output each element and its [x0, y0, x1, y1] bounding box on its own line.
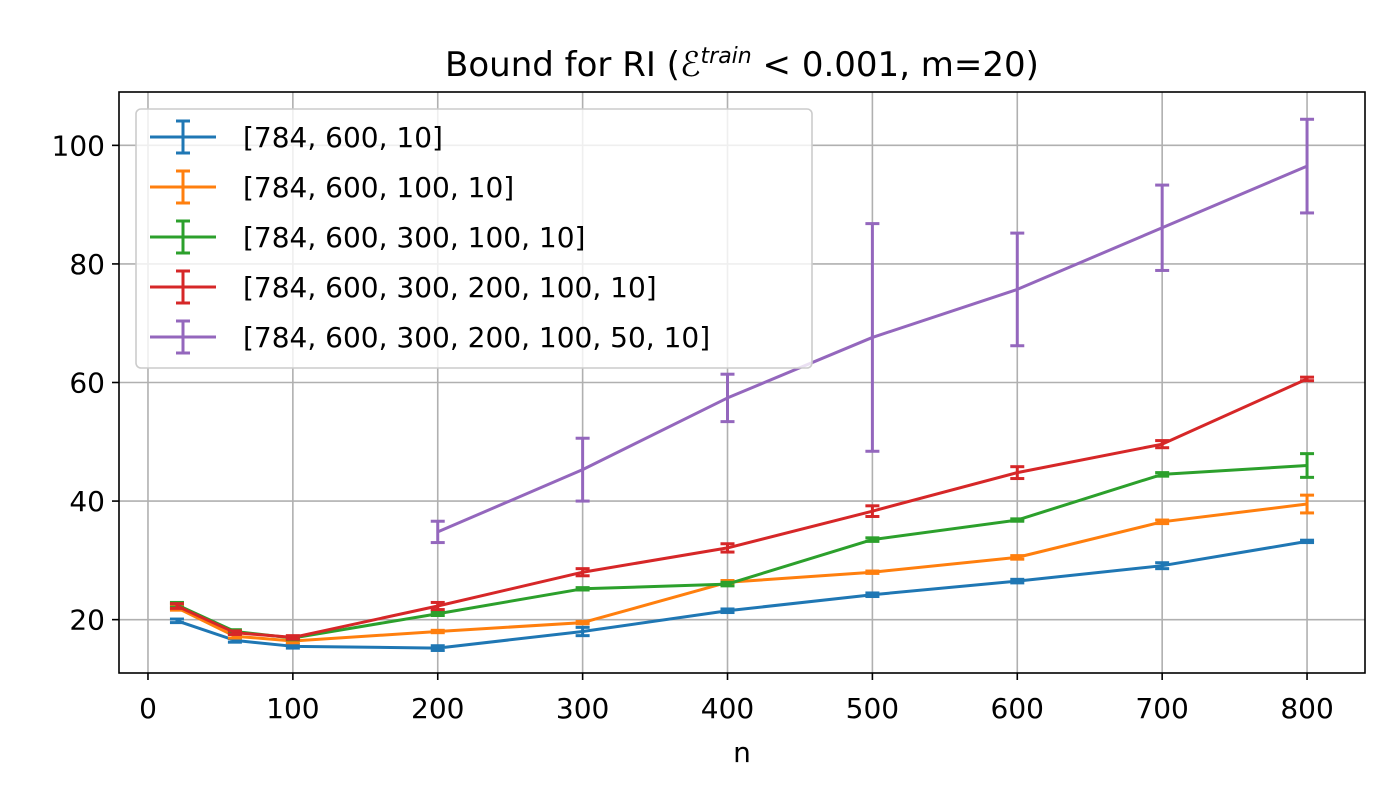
legend-label: [784, 600, 10]: [243, 121, 443, 154]
series-3: [169, 452, 1315, 642]
series-5: [430, 117, 1315, 545]
error-bar: [1300, 117, 1315, 215]
error-bar: [865, 536, 880, 543]
error-bar: [430, 519, 445, 545]
series-4: [169, 375, 1315, 641]
error-bar: [1300, 538, 1315, 545]
x-tick-label: 500: [846, 692, 899, 725]
legend-entry: [784, 600, 300, 200, 100, 50, 10]: [150, 319, 710, 355]
error-bar: [575, 625, 590, 638]
error-bar: [430, 610, 445, 617]
legend-entry: [784, 600, 100, 10]: [150, 169, 514, 205]
y-tick-label: 100: [52, 129, 105, 162]
error-bar: [720, 372, 735, 424]
error-bar: [865, 504, 880, 518]
error-bar: [285, 634, 300, 641]
error-bar: [169, 617, 184, 625]
x-tick-label: 400: [701, 692, 754, 725]
error-bar: [1300, 493, 1315, 515]
error-bar: [1155, 518, 1170, 526]
error-bar: [285, 643, 300, 650]
error-bar: [720, 542, 735, 554]
error-bar: [575, 567, 590, 578]
legend-box: [135, 108, 813, 369]
error-bar: [1010, 554, 1025, 561]
x-tick-label: 600: [991, 692, 1044, 725]
series-line: [176, 377, 1308, 639]
legend-entry: [784, 600, 10]: [150, 119, 443, 155]
legend-label: [784, 600, 300, 200, 100, 50, 10]: [243, 321, 710, 354]
y-tick-label: 20: [69, 604, 105, 637]
error-bar: [865, 222, 880, 453]
series-line: [176, 502, 1308, 643]
error-bar: [1010, 465, 1025, 481]
ticks: 0 100 200 300 400 500 600 700 800 20 40 60 80 100: [52, 129, 1334, 725]
legend-label: [784, 600, 300, 100, 10]: [243, 221, 585, 254]
error-bar: [227, 629, 242, 636]
error-bar: [575, 436, 590, 503]
error-bar: [1155, 183, 1170, 272]
series-1: [169, 538, 1315, 652]
error-bar: [1300, 452, 1315, 479]
legend-label: [784, 600, 300, 200, 100, 10]: [243, 271, 657, 304]
error-bar: [575, 586, 590, 592]
y-tick-label: 60: [69, 367, 105, 400]
error-bar: [720, 607, 735, 615]
error-bar: [720, 580, 735, 588]
error-bar: [169, 602, 184, 610]
error-bar: [430, 644, 445, 652]
y-tick-label: 80: [69, 248, 105, 281]
legend-label: [784, 600, 100, 10]: [243, 171, 514, 204]
error-bar: [430, 600, 445, 612]
error-bar: [575, 619, 590, 626]
error-bar: [1155, 439, 1170, 450]
legend-entry: [784, 600, 300, 200, 100, 10]: [150, 269, 657, 305]
error-bar: [1010, 231, 1025, 348]
error-bar: [1155, 471, 1170, 478]
series-line: [176, 464, 1308, 640]
error-bar: [1300, 375, 1315, 383]
error-bar: [1010, 517, 1025, 523]
error-bar: [1010, 577, 1025, 585]
y-tick-label: 40: [69, 485, 105, 518]
x-tick-label: 100: [266, 692, 319, 725]
legend-entry: [784, 600, 300, 100, 10]: [150, 219, 585, 255]
x-axis-label: n: [733, 736, 751, 769]
legend: [784, 600, 10] [784, 600, 100, 10] [784, 6…: [135, 108, 813, 369]
x-tick-label: 700: [1135, 692, 1188, 725]
error-bar: [430, 628, 445, 635]
chart-title: Bound for RI (ℰtrain < 0.001, m=20): [445, 44, 1039, 85]
error-bar: [865, 591, 880, 599]
x-tick-label: 300: [556, 692, 609, 725]
x-tick-label: 200: [411, 692, 464, 725]
series-layer: [169, 117, 1315, 652]
error-bar: [865, 569, 880, 575]
x-tick-label: 0: [139, 692, 157, 725]
x-tick-label: 800: [1280, 692, 1333, 725]
error-bar: [1155, 561, 1170, 571]
series-line: [176, 539, 1308, 650]
